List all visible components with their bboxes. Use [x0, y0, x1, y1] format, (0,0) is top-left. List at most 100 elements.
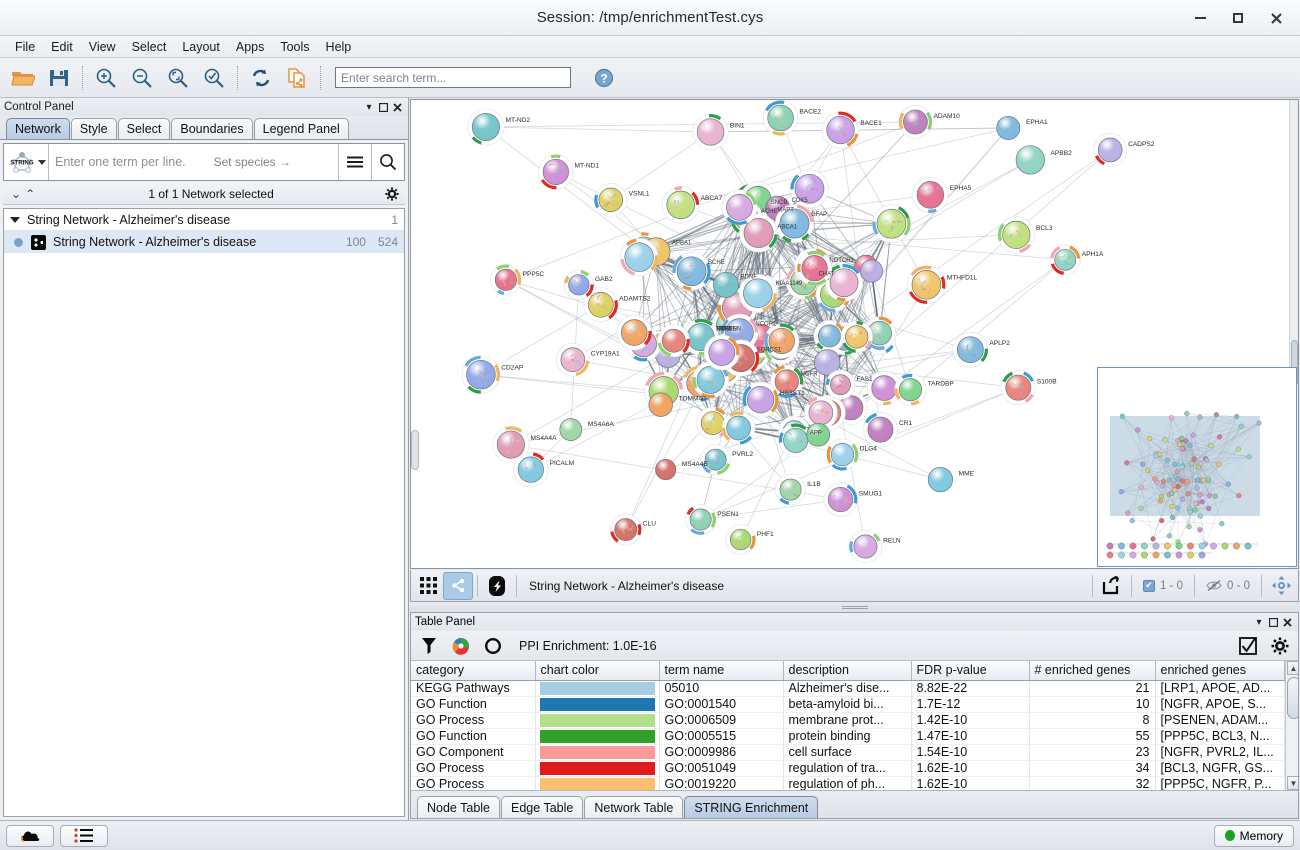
network-node[interactable]	[927, 466, 953, 493]
network-node[interactable]	[829, 268, 859, 298]
network-node[interactable]	[494, 268, 517, 291]
zoom-in-icon[interactable]	[89, 61, 123, 95]
network-node[interactable]	[808, 400, 834, 426]
network-node[interactable]	[867, 416, 894, 443]
network-node[interactable]	[1005, 374, 1032, 401]
network-node[interactable]	[746, 386, 775, 414]
tab-network-table[interactable]: Network Table	[584, 796, 684, 818]
network-node[interactable]	[783, 427, 809, 453]
network-node[interactable]	[559, 418, 583, 441]
scroll-up-icon[interactable]: ▲	[1286, 661, 1298, 675]
task-list-icon[interactable]	[60, 824, 108, 847]
collapse-icon[interactable]: ▾	[1256, 616, 1262, 628]
network-node[interactable]	[806, 422, 831, 447]
chevron-down-icon[interactable]	[37, 159, 46, 165]
table-vertical-scrollbar[interactable]: ▲ ▼	[1284, 661, 1298, 790]
menu-view[interactable]: View	[88, 39, 116, 54]
checkbox-checked-icon[interactable]: ✔	[1142, 579, 1155, 592]
network-node[interactable]	[648, 392, 673, 417]
menu-edit[interactable]: Edit	[51, 39, 73, 54]
save-icon[interactable]	[42, 61, 76, 95]
gear-icon[interactable]	[1268, 634, 1292, 658]
cloud-status-icon[interactable]	[6, 824, 54, 847]
network-node[interactable]	[726, 415, 751, 441]
network-node[interactable]	[624, 242, 654, 272]
network-node[interactable]	[853, 534, 878, 559]
string-logo-icon[interactable]: STRING	[4, 144, 48, 180]
column-header-enriched-genes[interactable]: enriched genes	[1155, 661, 1285, 681]
network-graph-canvas[interactable]: MT-ND2 MT-ND1 VSNL1 CD2AP MS4A4A MS4A6A MS4A4E…	[411, 100, 1298, 567]
checkbox-checked-icon[interactable]	[1236, 634, 1260, 658]
enrichment-table[interactable]: category chart color term name descripti…	[411, 661, 1285, 790]
selected-nodes-indicator[interactable]: ✔ 1 - 0	[1136, 579, 1190, 592]
network-node[interactable]	[689, 508, 712, 531]
menu-apps[interactable]: Apps	[235, 39, 265, 54]
network-node[interactable]	[598, 187, 624, 213]
network-node[interactable]	[956, 336, 984, 364]
network-node[interactable]	[1015, 145, 1045, 175]
pie-chart-icon[interactable]	[449, 634, 473, 658]
table-row[interactable]: GO Function GO:0005515 protein binding 1.47…	[411, 728, 1285, 745]
chevron-down-icon[interactable]	[10, 216, 20, 223]
search-icon[interactable]	[372, 144, 404, 180]
network-node[interactable]	[1054, 248, 1077, 271]
close-icon[interactable]	[1258, 3, 1294, 33]
network-node[interactable]	[876, 208, 907, 239]
column-header-term-name[interactable]: term name	[659, 661, 784, 681]
memory-status-button[interactable]: Memory	[1213, 824, 1294, 847]
annotation-icon[interactable]	[482, 572, 512, 600]
network-node[interactable]	[871, 375, 898, 401]
tab-boundaries[interactable]: Boundaries	[171, 118, 253, 139]
open-folder-icon[interactable]	[6, 61, 40, 95]
tab-network[interactable]: Network	[6, 118, 70, 139]
menu-file[interactable]: File	[15, 39, 36, 54]
grid-layout-icon[interactable]	[413, 572, 443, 600]
filter-funnel-icon[interactable]	[417, 634, 441, 658]
tab-legend-panel[interactable]: Legend Panel	[253, 118, 349, 139]
hamburger-menu-icon[interactable]	[339, 144, 371, 180]
network-node[interactable]	[697, 118, 725, 146]
network-node[interactable]	[911, 270, 942, 300]
close-icon[interactable]	[1280, 615, 1294, 629]
refresh-icon[interactable]	[244, 61, 278, 95]
network-view[interactable]: MT-ND2 MT-ND1 VSNL1 CD2AP MS4A4A MS4A6A MS4A4E…	[410, 99, 1299, 569]
table-scrollbar-thumb[interactable]	[1286, 677, 1298, 719]
search-field[interactable]	[341, 70, 565, 85]
menu-select[interactable]: Select	[131, 39, 167, 54]
network-node[interactable]	[587, 291, 614, 318]
tab-style[interactable]: Style	[70, 118, 117, 139]
network-overview-thumbnail[interactable]	[1097, 367, 1297, 567]
table-row[interactable]: KEGG Pathways 05010 Alzheimer's dise... 8.8…	[411, 680, 1285, 697]
table-row[interactable]: GO Component GO:0009986 cell surface 1.54E-…	[411, 744, 1285, 761]
network-node[interactable]	[655, 459, 677, 481]
column-header-enriched-count[interactable]: # enriched genes	[1029, 661, 1156, 681]
column-header-fdr-p-value[interactable]: FDR p-value	[911, 661, 1030, 681]
enrichment-table-body[interactable]: KEGG Pathways 05010 Alzheimer's dise... 8.8…	[411, 680, 1285, 790]
donut-chart-icon[interactable]	[481, 634, 505, 658]
network-node[interactable]	[708, 339, 736, 366]
tree-root-row[interactable]: String Network - Alzheimer's disease 1	[4, 209, 404, 231]
network-node[interactable]	[814, 349, 841, 376]
close-icon[interactable]	[390, 100, 404, 114]
export-image-icon[interactable]	[1097, 572, 1127, 600]
tab-node-table[interactable]: Node Table	[417, 796, 501, 818]
minimize-icon[interactable]	[1182, 3, 1218, 33]
zoom-out-icon[interactable]	[125, 61, 159, 95]
fit-content-icon[interactable]	[1266, 572, 1296, 600]
network-node[interactable]	[700, 411, 725, 435]
zoom-fit-icon[interactable]	[161, 61, 195, 95]
share-network-icon[interactable]	[443, 571, 473, 600]
column-header-description[interactable]: description	[783, 661, 912, 681]
float-icon[interactable]	[376, 100, 390, 114]
float-icon[interactable]	[1266, 615, 1280, 629]
export-network-icon[interactable]	[280, 61, 314, 95]
expand-all-icon[interactable]: ⌄	[11, 186, 22, 201]
set-species-link[interactable]: Set species →	[213, 155, 291, 169]
network-node[interactable]	[830, 442, 855, 467]
network-node[interactable]	[1097, 137, 1123, 163]
tab-string-enrichment[interactable]: STRING Enrichment	[684, 796, 819, 818]
panel-splitter[interactable]	[409, 602, 1300, 612]
network-node[interactable]	[774, 369, 799, 394]
network-node[interactable]	[996, 115, 1021, 140]
enrichment-table-wrapper[interactable]: category chart color term name descripti…	[411, 661, 1298, 790]
